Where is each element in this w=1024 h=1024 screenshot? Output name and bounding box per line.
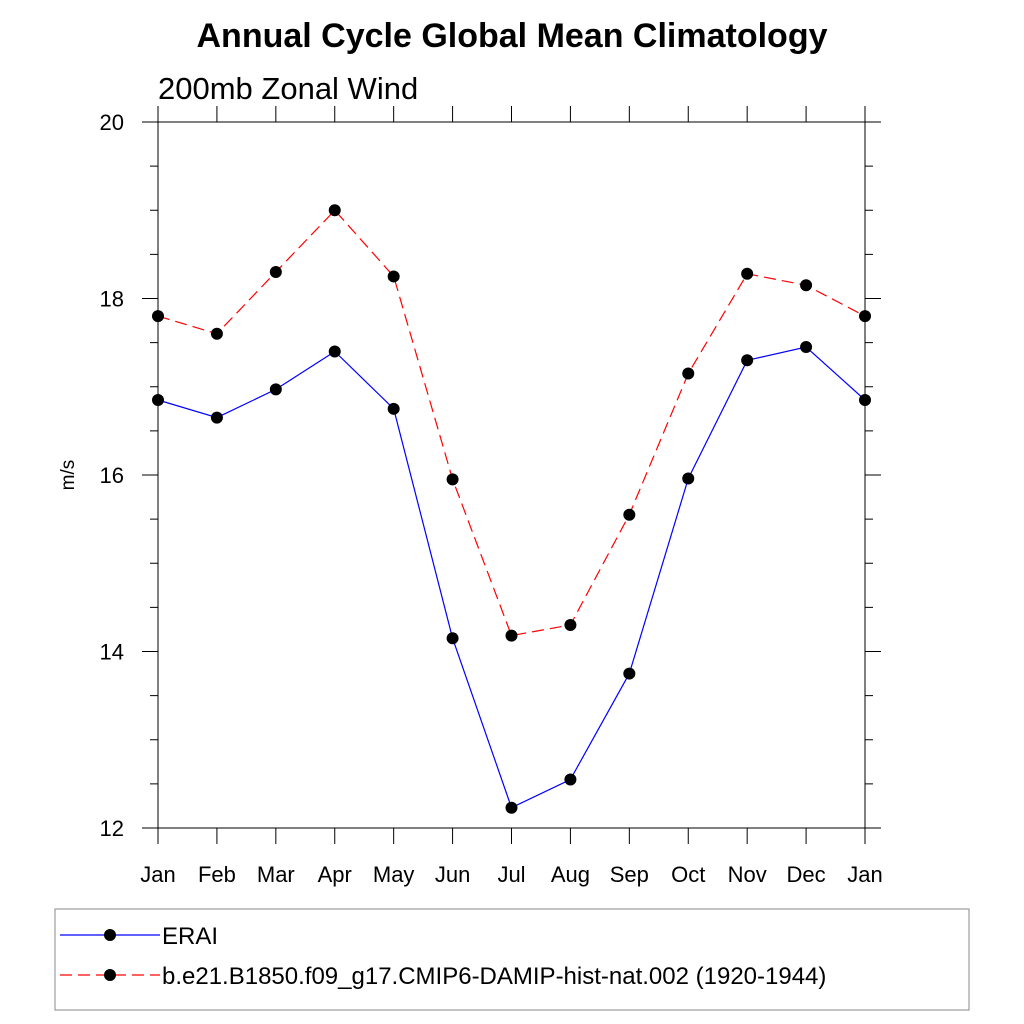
- x-tick-label: Sep: [610, 862, 649, 887]
- series-1-point: [800, 341, 813, 354]
- series-2-point: [741, 267, 754, 280]
- series-2-point: [446, 473, 459, 486]
- x-axis: Jan Feb Mar Apr May Jun Jul Aug Sep Oct Nov Dec Jan: [140, 106, 883, 887]
- series-lines: [157, 209, 866, 809]
- x-tick-label: Feb: [198, 862, 236, 887]
- x-tick-label: Jan: [847, 862, 882, 887]
- x-tick-label: May: [373, 862, 415, 887]
- series-1-point: [152, 393, 164, 406]
- series-2-point: [859, 310, 871, 323]
- y-axis: 12 14 16 18 20: [100, 110, 881, 841]
- series-1-point: [210, 411, 223, 424]
- x-tick-label: Mar: [257, 862, 295, 887]
- series-2-point: [505, 629, 518, 642]
- series-1-point: [328, 345, 341, 358]
- x-tick-label: Nov: [728, 862, 767, 887]
- x-tick-label: Jun: [435, 862, 470, 887]
- x-tick-label: Jan: [140, 862, 175, 887]
- plot-frame: [157, 121, 866, 829]
- series-line-1: [157, 346, 866, 809]
- series-2-point: [682, 367, 695, 380]
- series-2-point: [269, 266, 282, 279]
- x-tick-label: Oct: [671, 862, 705, 887]
- legend-label-2: b.e21.B1850.f09_g17.CMIP6-DAMIP-hist-nat…: [162, 963, 826, 990]
- y-axis-label: m/s: [58, 460, 79, 491]
- legend-label-1: ERAI: [162, 923, 218, 950]
- x-tick-label: Dec: [787, 862, 826, 887]
- y-tick-label: 16: [100, 463, 124, 488]
- series-2-point: [210, 327, 223, 340]
- legend-marker-2: [104, 969, 116, 981]
- series-1-point: [682, 472, 695, 485]
- series-2-point: [328, 204, 341, 217]
- series-1-point: [741, 354, 754, 367]
- x-tick-label: Aug: [551, 862, 590, 887]
- series-2-point: [623, 508, 636, 521]
- y-tick-label: 12: [100, 816, 124, 841]
- series-1-point: [623, 667, 636, 680]
- legend-marker-1: [104, 929, 116, 941]
- y-tick-label: 20: [100, 110, 124, 135]
- series-1-point: [446, 632, 459, 645]
- series-markers: [152, 204, 871, 814]
- legend: ERAI b.e21.B1850.f09_g17.CMIP6-DAMIP-hist…: [60, 923, 826, 990]
- series-line-2: [157, 209, 866, 637]
- chart-title: Annual Cycle Global Mean Climatology: [197, 17, 828, 55]
- legend-box: [54, 908, 970, 1011]
- x-tick-label: Apr: [318, 862, 352, 887]
- y-tick-label: 18: [100, 287, 124, 312]
- series-1-point: [269, 383, 282, 396]
- series-1-point: [505, 801, 518, 814]
- x-tick-label: Jul: [497, 862, 525, 887]
- series-1-point: [387, 402, 400, 415]
- series-2-point: [152, 310, 164, 323]
- series-1-point: [564, 773, 577, 786]
- series-2-point: [564, 619, 577, 632]
- series-2-point: [800, 279, 813, 292]
- series-1-point: [859, 393, 871, 406]
- series-2-point: [387, 270, 400, 283]
- y-tick-label: 14: [100, 640, 124, 665]
- chart-subtitle: 200mb Zonal Wind: [158, 71, 418, 106]
